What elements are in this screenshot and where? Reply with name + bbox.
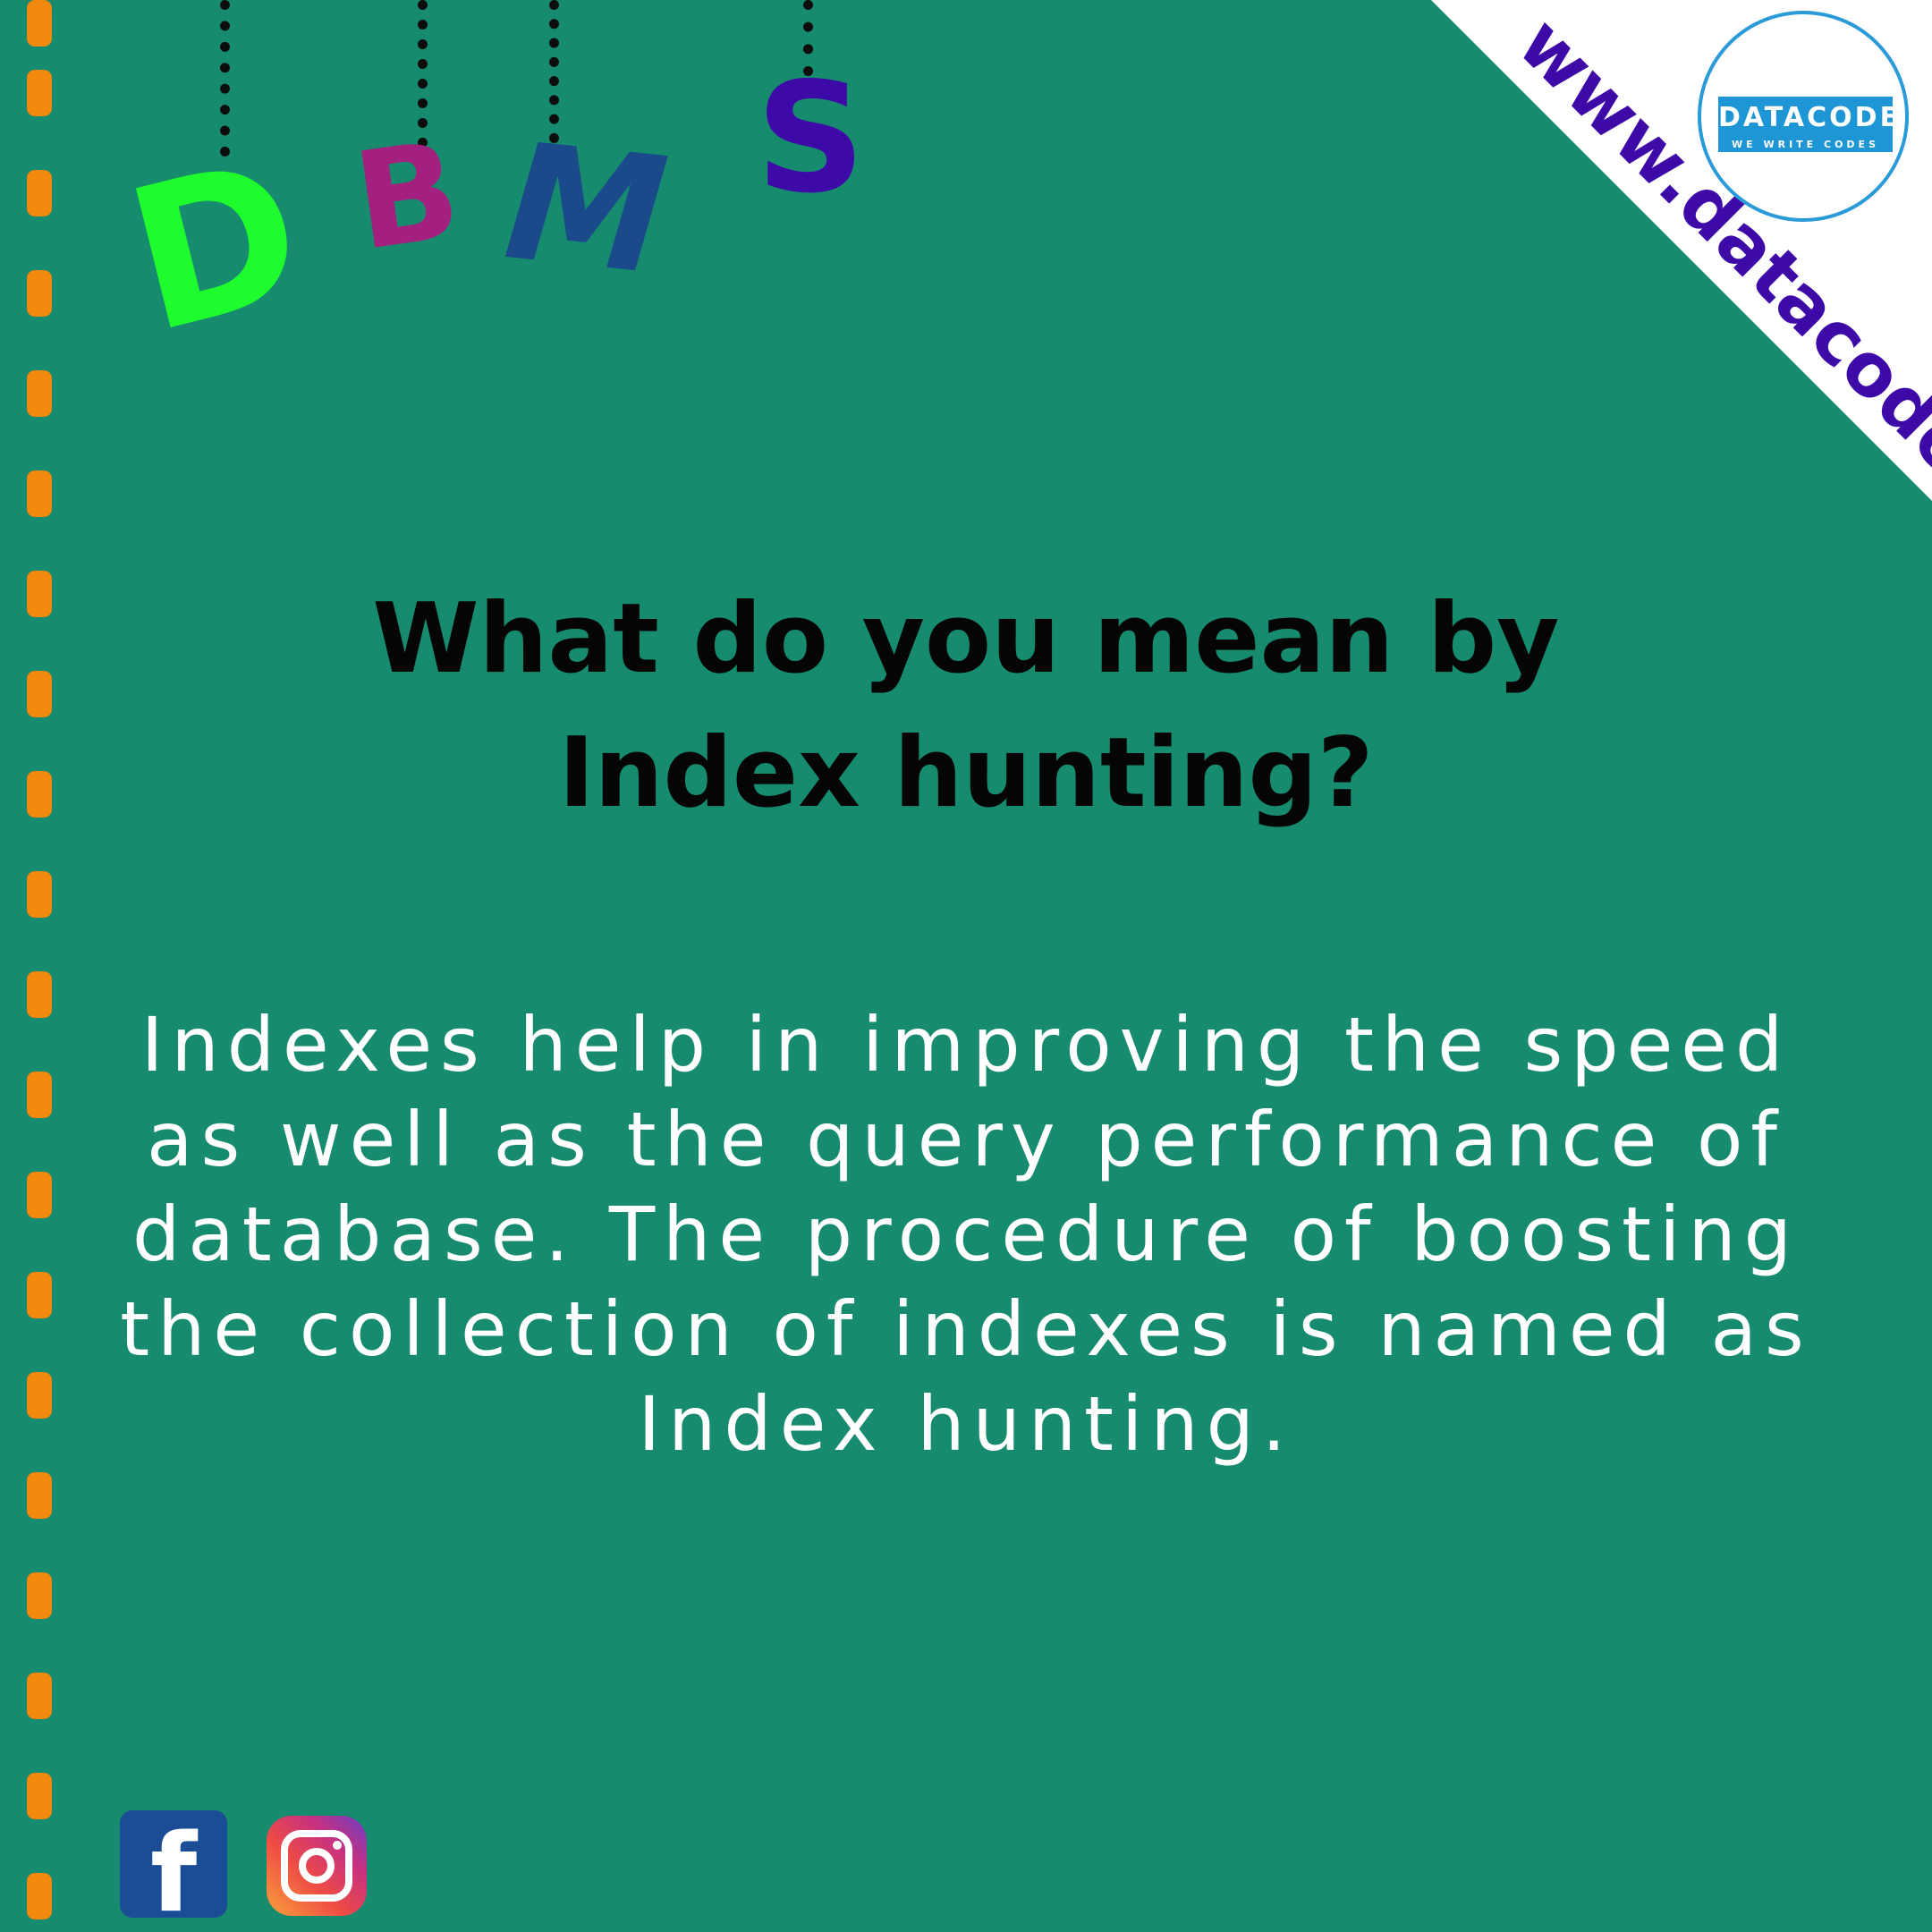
border-dash — [27, 0, 52, 47]
title-letter-m: M — [479, 110, 692, 309]
instagram-dot — [333, 1841, 342, 1850]
border-dash — [27, 871, 52, 918]
instagram-lens — [299, 1848, 335, 1884]
logo-tagline: WE WRITE CODES — [1731, 139, 1879, 150]
border-dash — [27, 470, 52, 517]
hanging-string-m — [549, 0, 559, 143]
question-heading: What do you mean by Index hunting? — [372, 583, 1560, 829]
left-dashed-border — [27, 0, 54, 1932]
border-dash — [27, 1472, 52, 1519]
hanging-string-b — [418, 0, 428, 148]
border-dash — [27, 1172, 52, 1218]
border-dash — [27, 1873, 52, 1919]
border-dash — [27, 1072, 52, 1118]
facebook-glyph: f — [150, 1812, 198, 1919]
facebook-icon[interactable]: f — [120, 1810, 227, 1918]
border-dash — [27, 370, 52, 417]
answer-text: Indexes help in improving the speed as w… — [120, 1001, 1812, 1468]
hanging-string-s — [803, 0, 813, 76]
border-dash — [27, 170, 52, 216]
border-dash — [27, 971, 52, 1018]
title-letter-s: S — [756, 50, 866, 227]
title-letter-b: B — [345, 112, 469, 282]
border-dash — [27, 571, 52, 617]
border-dash — [27, 771, 52, 818]
title-letter-d: D — [108, 114, 323, 377]
border-dash — [27, 1272, 52, 1318]
border-dash — [27, 671, 52, 717]
border-dash — [27, 1773, 52, 1819]
logo-name: DATACODE — [1718, 102, 1902, 133]
border-dash — [27, 1372, 52, 1419]
hanging-string-d — [220, 0, 230, 157]
border-dash — [27, 270, 52, 317]
border-dash — [27, 70, 52, 116]
instagram-icon[interactable] — [267, 1816, 367, 1916]
instagram-ring — [281, 1830, 352, 1902]
border-dash — [27, 1673, 52, 1719]
border-dash — [27, 1572, 52, 1619]
logo-badge — [1718, 97, 1893, 152]
